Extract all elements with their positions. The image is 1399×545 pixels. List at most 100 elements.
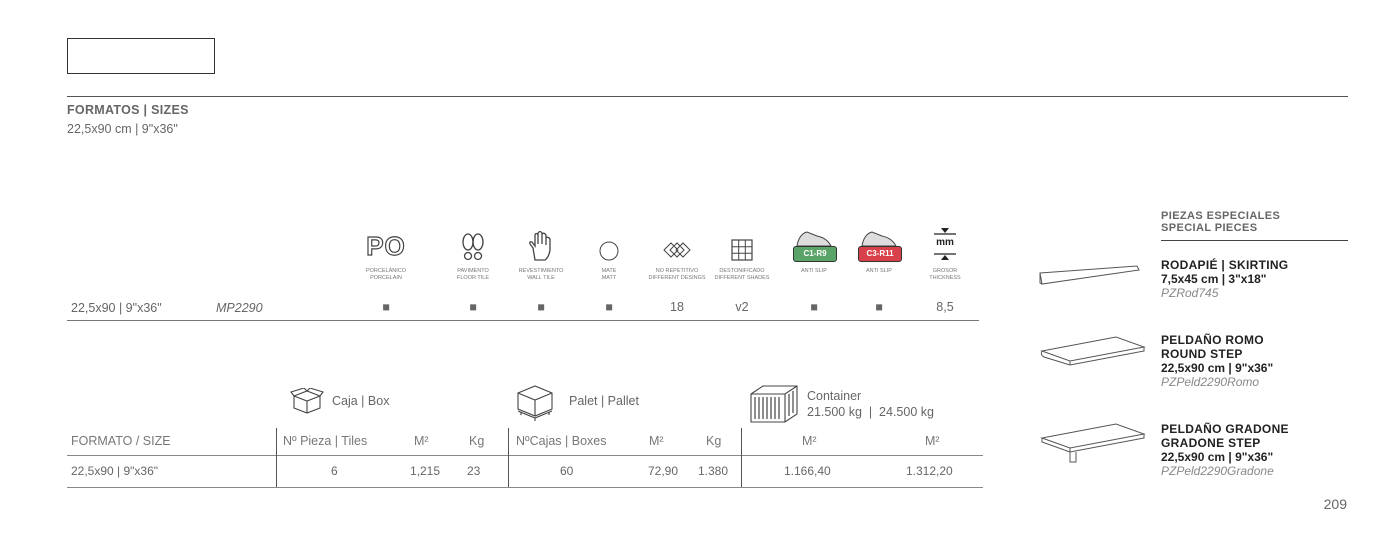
product-cell: 18 [670, 300, 684, 314]
feature-matt: MATE MATT [577, 226, 641, 282]
product-cell: ■ [875, 300, 883, 314]
feature-label: ANTI SLIP [801, 268, 827, 274]
feature-label: FLOOR TILE [457, 275, 489, 281]
feature-different-shades: DESTONIFICADO DIFFERENT SHADES [710, 226, 774, 282]
hand-icon [529, 230, 551, 261]
container-text: Container 21.500 kg | 24.500 kg [807, 388, 934, 420]
feature-label: THICKNESS [929, 275, 961, 281]
product-cell: ■ [810, 300, 818, 314]
feature-label: DESTONIFICADO [719, 268, 765, 274]
feature-wall-tile: REVESTIMIENTO WALL TILE [509, 226, 573, 282]
diamonds-icon [663, 242, 691, 258]
col-format: FORMATO / SIZE [71, 434, 171, 448]
special-item-gradone-step: PELDAÑO GRADONE GRADONE STEP 22,5x90 cm … [1161, 422, 1289, 478]
feature-label: ANTI SLIP [866, 268, 892, 274]
feature-porcelain: PO PORCELÁNICO PORCELAIN [354, 226, 418, 282]
slip-badge: C1-R9 [793, 246, 837, 262]
col-m2-pallet: M² [649, 434, 664, 448]
product-cell: ■ [537, 300, 545, 314]
feature-label: MATT [601, 275, 617, 281]
feature-floor-tile: PAVIMENTO FLOOR TILE [441, 226, 505, 282]
product-cell: v2 [735, 300, 749, 314]
feature-label: PAVIMENTO [457, 268, 489, 274]
feature-label: MATE [601, 268, 617, 274]
logo-box [67, 38, 215, 74]
special-divider [1161, 240, 1348, 241]
special-item-name-en: ROUND STEP [1161, 347, 1243, 361]
col-m2-container-b: M² [925, 434, 940, 448]
special-item-name-en: GRADONE STEP [1161, 436, 1261, 450]
col-tiles: Nº Pieza | Tiles [283, 434, 368, 448]
feature-label: GROSOR [932, 268, 958, 274]
row-tiles: 6 [331, 464, 338, 478]
special-heading-en: SPECIAL PIECES [1161, 222, 1258, 234]
grid-icon [731, 239, 753, 261]
feature-label: PORCELAIN [370, 275, 402, 281]
page-number: 209 [1323, 496, 1347, 512]
slip-badge: C3-R11 [858, 246, 902, 262]
gradone-step-image [1040, 423, 1146, 463]
col-m2-box: M² [414, 434, 429, 448]
box-header: Caja | Box [290, 388, 389, 414]
special-item-size: 7,5x45 cm | 3"x18" [1161, 272, 1267, 286]
product-cell: ■ [469, 300, 477, 314]
box-icon [290, 388, 324, 414]
column-divider [276, 428, 277, 488]
feature-anti-slip-c3: C3-R11 ANTI SLIP [847, 226, 911, 275]
formats-title: FORMATOS | SIZES [67, 103, 189, 117]
pallet-header: Palet | Pallet [515, 381, 639, 421]
row-boxes: 60 [560, 464, 574, 478]
row-m2-container-b: 1.312,20 [906, 464, 953, 478]
porcelain-icon: PO [366, 230, 406, 261]
box-label: Caja | Box [332, 394, 390, 408]
special-heading-es: PIEZAS ESPECIALES [1161, 210, 1281, 222]
mm-label: mm [936, 237, 954, 248]
feature-label: DIFFERENT SHADES [714, 275, 770, 281]
circle-icon [599, 241, 619, 261]
special-item-name: PELDAÑO ROMO [1161, 333, 1264, 347]
row-m2-box: 1,215 [410, 464, 441, 478]
table-bottom-divider [67, 487, 983, 488]
col-boxes: NºCajas | Boxes [516, 434, 607, 448]
feature-label: WALL TILE [527, 275, 555, 281]
product-size: 22,5x90 | 9"x36" [71, 301, 162, 315]
feature-label: PORCELÁNICO [365, 268, 407, 274]
column-divider [508, 428, 509, 488]
special-pieces-heading: PIEZAS ESPECIALES SPECIAL PIECES [1161, 210, 1280, 234]
pallet-label: Palet | Pallet [569, 394, 639, 408]
skirting-piece-image [1039, 265, 1140, 285]
shoe-red-icon: C3-R11 [856, 228, 902, 262]
table-header-divider [67, 455, 983, 456]
thickness-icon: mm [930, 226, 960, 262]
footprints-icon [462, 233, 484, 261]
column-divider [741, 428, 742, 488]
top-divider [67, 96, 1348, 97]
container-weights: 21.500 kg | 24.500 kg [807, 405, 934, 419]
product-row-divider [67, 320, 979, 321]
special-item-round-step: PELDAÑO ROMO ROUND STEP 22,5x90 cm | 9"x… [1161, 333, 1273, 389]
feature-anti-slip-c1: C1-R9 ANTI SLIP [782, 226, 846, 275]
formats-value: 22,5x90 cm | 9"x36" [67, 122, 178, 136]
container-header: Container 21.500 kg | 24.500 kg [749, 384, 934, 424]
product-code: MP2290 [216, 301, 263, 315]
product-cell: 8,5 [936, 300, 954, 314]
special-item-size: 22,5x90 cm | 9"x36" [1161, 450, 1274, 464]
round-step-image [1040, 336, 1146, 366]
row-kg-pallet: 1.380 [698, 464, 729, 478]
special-item-code: PZPeld2290Romo [1161, 375, 1260, 389]
row-format: 22,5x90 | 9"x36" [71, 464, 159, 478]
col-kg-box: Kg [469, 434, 485, 448]
feature-thickness: mm GROSOR THICKNESS [913, 226, 977, 282]
container-label: Container [807, 389, 862, 403]
pallet-icon [517, 385, 553, 421]
feature-label: DIFFERENT DESINGS [648, 275, 706, 281]
feature-different-designs: NO REPETITIVO DIFFERENT DESINGS [645, 226, 709, 282]
special-item-name: PELDAÑO GRADONE [1161, 422, 1289, 436]
container-icon [750, 385, 798, 423]
special-item-code: PZPeld2290Gradone [1161, 464, 1274, 478]
product-cell: ■ [605, 300, 613, 314]
row-m2-container-a: 1.166,40 [784, 464, 831, 478]
col-m2-container-a: M² [802, 434, 817, 448]
row-m2-pallet: 72,90 [648, 464, 679, 478]
feature-label: REVESTIMIENTO [518, 268, 564, 274]
